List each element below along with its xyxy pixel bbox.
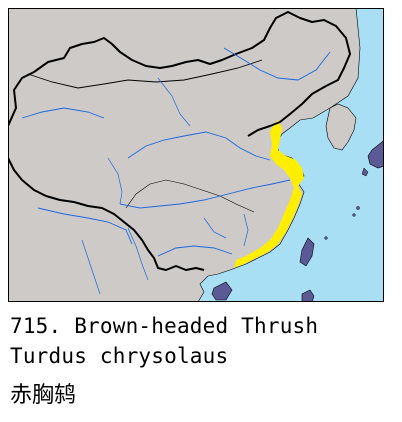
tarim-river: [21, 107, 105, 119]
hainan-island: [211, 281, 233, 301]
chinese-name: 赤胸鸫: [10, 383, 77, 408]
southwest-border: [8, 157, 205, 271]
mongolia-border: [27, 59, 263, 89]
brahmaputra-river: [37, 207, 133, 245]
scientific-name: Turdus chrysolaus: [10, 344, 229, 368]
yellow-river: [127, 131, 271, 161]
species-range-area: [234, 120, 304, 268]
japan-kyushu: [367, 139, 384, 169]
luzon-island: [301, 289, 315, 302]
minor-river-5: [243, 213, 249, 247]
islet-2: [352, 213, 356, 217]
korea-peninsula: [325, 103, 357, 151]
map-frame-border: [8, 8, 384, 302]
taiwan-island: [299, 237, 315, 267]
islet-1: [356, 206, 360, 210]
minor-river-6: [203, 217, 227, 239]
minor-river-2: [107, 157, 123, 205]
amur-river: [223, 47, 331, 81]
species-number-and-name: 715. Brown-headed Thrush: [10, 314, 319, 338]
province-line: [125, 179, 255, 213]
pearl-river: [157, 245, 233, 257]
japan-islet: [361, 167, 369, 177]
range-map: [8, 8, 384, 302]
mainland-landmass: [8, 8, 361, 302]
islet-3: [324, 236, 328, 240]
minor-river-4: [81, 239, 101, 295]
yangtze-river: [119, 179, 291, 209]
minor-river-3: [127, 227, 149, 281]
minor-river-1: [157, 77, 191, 127]
national-border: [8, 11, 351, 137]
